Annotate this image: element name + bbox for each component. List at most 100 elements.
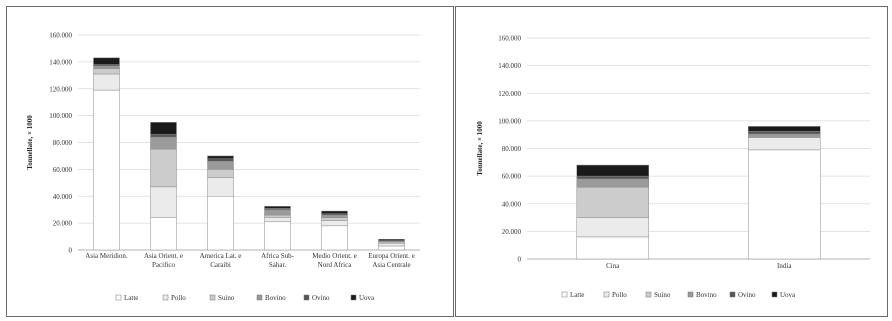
legend-swatch: [256, 294, 263, 301]
category-label: Sahar.: [269, 261, 287, 269]
bar-segment-latte: [748, 149, 821, 260]
bar-segment-bovino: [748, 133, 821, 138]
bar-segment-uova: [378, 239, 405, 241]
bar-segment-suino: [321, 217, 348, 221]
bar-segment-suino: [576, 186, 649, 218]
legend-swatch: [603, 291, 610, 298]
legend-swatch: [645, 291, 652, 298]
chart-frame-left: [6, 6, 454, 317]
category-label: America Lat. e: [200, 252, 242, 260]
bar-segment-ovino: [576, 175, 649, 180]
legend-label: Pollo: [171, 294, 186, 302]
legend-swatch: [303, 294, 310, 301]
bar-segment-uova: [748, 126, 821, 132]
y-tick-label: 160.000: [49, 32, 72, 40]
bar-segment-bovino: [150, 136, 177, 150]
bar-segment-suino: [150, 148, 177, 188]
legend-label: Uova: [359, 294, 375, 302]
y-tick-label: 140.000: [498, 62, 521, 70]
category-label: Asia Centrale: [372, 261, 410, 269]
bar-segment-uova: [93, 57, 120, 65]
bar-segment-ovino: [207, 158, 234, 162]
legend-label: Latte: [124, 294, 138, 302]
bar-segment-pollo: [378, 243, 405, 247]
y-tick-label: 0: [69, 247, 73, 255]
legend-label: Latte: [570, 291, 584, 299]
y-tick-label: 40.000: [502, 200, 522, 208]
category-label: Africa Sub-: [261, 252, 295, 260]
bar-segment-uova: [264, 206, 291, 209]
bar-segment-bovino: [264, 209, 291, 216]
bar-segment-latte: [150, 217, 177, 251]
y-axis-label: Tonnellate, × 1000: [26, 115, 34, 170]
bar-segment-ovino: [748, 130, 821, 135]
bar-segment-uova: [576, 164, 649, 177]
bar-segment-latte: [576, 236, 649, 260]
y-tick-label: 120.000: [498, 90, 521, 98]
y-tick-label: 60.000: [502, 173, 522, 181]
bar-segment-uova: [207, 155, 234, 159]
bar-segment-suino: [264, 214, 291, 218]
category-label: India: [777, 262, 792, 270]
bar-segment-pollo: [321, 220, 348, 227]
y-tick-label: 100.000: [498, 117, 521, 125]
bar-segment-uova: [150, 122, 177, 135]
y-tick-label: 80.000: [53, 139, 73, 147]
legend-swatch: [115, 294, 122, 301]
legend-label: Suino: [654, 291, 671, 299]
y-tick-label: 20.000: [502, 228, 522, 236]
bar-segment-uova: [321, 210, 348, 214]
legend-label: Ovino: [312, 294, 330, 302]
chart-1: 0 20.000 40.000 60.000 80.000 100.000 120.000 1…: [26, 32, 420, 302]
legend-swatch: [687, 291, 694, 298]
bar-segment-ovino: [150, 134, 177, 138]
legend-label: Bovino: [696, 291, 717, 299]
bar-segment-pollo: [207, 177, 234, 197]
bar-segment-pollo: [93, 73, 120, 91]
bar-segment-bovino: [321, 214, 348, 218]
bar-segment-latte: [321, 225, 348, 251]
category-label: Pacifico: [152, 261, 175, 269]
y-tick-label: 160.000: [498, 35, 521, 43]
legend-swatch: [350, 294, 357, 301]
legend-swatch: [209, 294, 216, 301]
category-label: Asia Meridion.: [85, 252, 128, 260]
chart-2: 0 20.000 40.000 60.000 80.000 100.000 120.000 1…: [476, 35, 870, 299]
legend-swatch: [771, 291, 778, 298]
category-label: Asia Orient. e: [144, 252, 183, 260]
legend-swatch: [162, 294, 169, 301]
y-tick-label: 0: [518, 256, 522, 264]
bar-segment-latte: [93, 89, 120, 251]
legend-label: Bovino: [265, 294, 286, 302]
category-label: Medio Orient. e: [312, 252, 357, 260]
y-tick-label: 60.000: [53, 166, 73, 174]
legend-label: Uova: [780, 291, 796, 299]
y-tick-label: 80.000: [502, 145, 522, 153]
legend-label: Pollo: [612, 291, 627, 299]
chart-frame-right: [455, 6, 888, 317]
bar-segment-pollo: [264, 217, 291, 223]
bar-segment-pollo: [150, 186, 177, 218]
y-tick-label: 120.000: [49, 85, 72, 93]
category-label: Caraibi: [210, 261, 231, 269]
legend-swatch: [561, 291, 568, 298]
y-tick-label: 100.000: [49, 112, 72, 120]
bar-segment-pollo: [748, 137, 821, 151]
category-label: Nord Africa: [318, 261, 353, 269]
legend-label: Suino: [218, 294, 235, 302]
y-axis-label: Tonnellate, × 1000: [476, 121, 484, 176]
bar-segment-latte: [264, 221, 291, 251]
legend-swatch: [729, 291, 736, 298]
bar-segment-suino: [207, 169, 234, 178]
category-label: Cina: [606, 262, 620, 270]
legend-label: Ovino: [738, 291, 756, 299]
y-tick-label: 140.000: [49, 58, 72, 66]
bar-segment-latte: [378, 245, 405, 251]
bar-segment-latte: [207, 196, 234, 251]
bar-segment-pollo: [576, 217, 649, 238]
bar-segment-bovino: [576, 178, 649, 188]
category-label: Europa Orient. e: [368, 252, 414, 260]
bar-segment-suino: [93, 68, 120, 75]
y-tick-label: 40.000: [53, 193, 73, 201]
